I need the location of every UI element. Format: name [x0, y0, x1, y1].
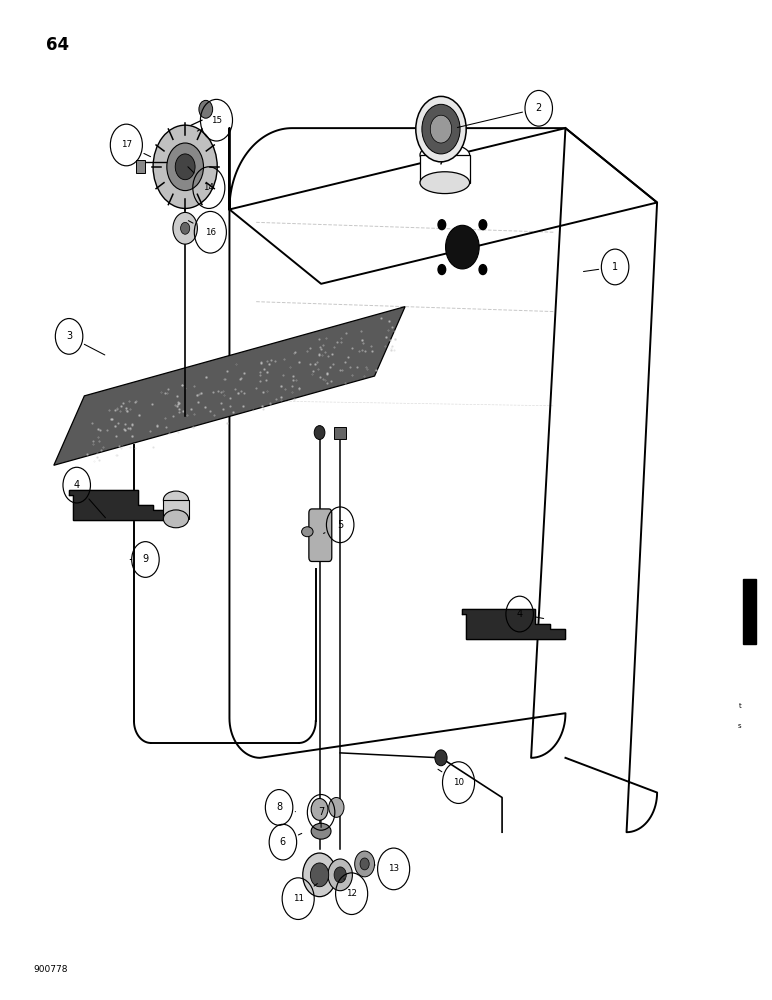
Text: s: s — [737, 723, 741, 729]
Polygon shape — [462, 609, 565, 639]
Circle shape — [360, 858, 369, 870]
Ellipse shape — [164, 510, 188, 528]
Circle shape — [167, 143, 204, 191]
Bar — [743, 579, 756, 644]
Text: 7: 7 — [318, 807, 324, 817]
Text: 900778: 900778 — [33, 965, 68, 974]
Text: 12: 12 — [346, 889, 357, 898]
FancyBboxPatch shape — [309, 509, 332, 561]
Text: 8: 8 — [276, 802, 282, 812]
Circle shape — [334, 867, 347, 883]
Circle shape — [328, 859, 352, 891]
Polygon shape — [54, 307, 405, 465]
Text: 5: 5 — [337, 520, 344, 530]
Circle shape — [435, 750, 447, 766]
Bar — [136, 160, 144, 173]
Text: 4: 4 — [73, 480, 80, 490]
Text: 14: 14 — [203, 183, 215, 192]
Text: 16: 16 — [205, 228, 216, 237]
Circle shape — [422, 104, 460, 154]
Circle shape — [173, 212, 198, 244]
Text: 9: 9 — [142, 554, 148, 564]
Circle shape — [416, 96, 466, 162]
Text: 10: 10 — [453, 778, 464, 787]
Text: 13: 13 — [388, 864, 399, 873]
Circle shape — [430, 115, 452, 143]
Bar — [164, 500, 188, 519]
Circle shape — [311, 798, 328, 820]
Circle shape — [479, 220, 486, 230]
Circle shape — [479, 265, 486, 275]
Bar — [420, 155, 469, 183]
Ellipse shape — [420, 144, 469, 166]
Text: 3: 3 — [66, 331, 72, 341]
Circle shape — [310, 863, 329, 887]
Circle shape — [438, 220, 445, 230]
Text: 11: 11 — [293, 894, 303, 903]
Text: 1: 1 — [612, 262, 618, 272]
Circle shape — [314, 426, 325, 440]
Circle shape — [175, 154, 195, 180]
Ellipse shape — [164, 491, 188, 509]
Circle shape — [153, 125, 217, 208]
Circle shape — [329, 798, 344, 817]
Text: 4: 4 — [516, 609, 523, 619]
Text: 64: 64 — [46, 36, 69, 54]
Circle shape — [445, 225, 479, 269]
Polygon shape — [69, 490, 168, 520]
Circle shape — [199, 100, 212, 118]
Text: t: t — [738, 703, 741, 709]
Text: 6: 6 — [279, 837, 286, 847]
Ellipse shape — [302, 527, 313, 537]
Circle shape — [438, 265, 445, 275]
FancyBboxPatch shape — [334, 427, 347, 439]
Circle shape — [181, 222, 190, 234]
Text: 2: 2 — [536, 103, 542, 113]
Text: 17: 17 — [120, 140, 132, 149]
Ellipse shape — [311, 823, 331, 839]
Circle shape — [354, 851, 374, 877]
Ellipse shape — [420, 172, 469, 194]
Text: 15: 15 — [211, 116, 222, 125]
Circle shape — [303, 853, 337, 897]
